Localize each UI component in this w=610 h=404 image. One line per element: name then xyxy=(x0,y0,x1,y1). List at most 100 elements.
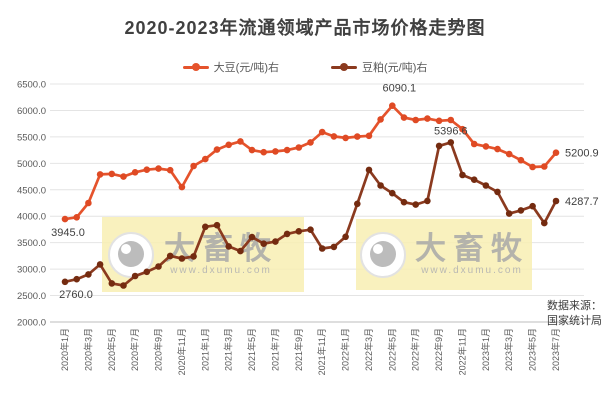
x-tick-label: 2020年7月 xyxy=(129,328,140,371)
data-point xyxy=(131,169,139,176)
x-tick-label: 2021年1月 xyxy=(199,328,210,371)
data-point xyxy=(272,238,279,245)
x-tick-label: 2020年11月 xyxy=(176,328,187,375)
data-point xyxy=(190,253,197,260)
x-tick-label: 2021年11月 xyxy=(316,328,327,375)
x-tick-label: 2023年1月 xyxy=(480,328,491,371)
data-source-line1: 数据来源： xyxy=(547,300,602,312)
data-point xyxy=(143,268,151,276)
data-point xyxy=(202,155,209,163)
data-point xyxy=(412,201,420,208)
chart-legend: 大豆(元/吨)右 豆粕(元/吨)右 xyxy=(0,59,610,75)
data-point xyxy=(505,210,513,217)
point-label: 2760.0 xyxy=(59,289,93,301)
point-label: 3945.0 xyxy=(51,227,85,239)
x-tick-label: 2021年3月 xyxy=(223,328,234,371)
data-point xyxy=(61,215,69,223)
data-point xyxy=(178,255,186,262)
data-point xyxy=(96,261,104,268)
data-point xyxy=(85,271,92,278)
data-point xyxy=(318,128,326,136)
data-point xyxy=(505,150,513,158)
data-point xyxy=(307,139,314,146)
x-tick-label: 2020年1月 xyxy=(59,328,70,371)
data-point xyxy=(354,133,361,140)
soymeal-line-marker-icon xyxy=(331,63,357,71)
data-point xyxy=(435,117,443,125)
data-point xyxy=(400,114,408,121)
data-point xyxy=(354,200,361,208)
data-point xyxy=(108,280,116,287)
data-point xyxy=(202,223,209,231)
data-source-line2: 国家统计局 xyxy=(547,314,602,327)
data-point xyxy=(295,228,303,235)
data-point xyxy=(330,133,338,140)
data-point xyxy=(552,197,560,205)
data-point xyxy=(342,233,349,241)
data-point xyxy=(470,140,478,148)
legend-item-soymeal[interactable]: 豆粕(元/吨)右 xyxy=(331,59,427,75)
x-tick-label: 2023年7月 xyxy=(550,328,561,371)
y-tick-label: 4500.0 xyxy=(17,185,46,196)
series-line xyxy=(63,141,558,287)
data-point xyxy=(213,146,221,153)
x-tick-label: 2022年3月 xyxy=(363,328,374,371)
data-point xyxy=(120,282,127,289)
data-point xyxy=(389,189,396,197)
series-line xyxy=(63,104,558,221)
data-point xyxy=(389,102,396,109)
data-point xyxy=(459,171,466,179)
x-tick-label: 2020年3月 xyxy=(82,328,93,371)
data-point xyxy=(494,188,501,196)
data-point xyxy=(529,163,536,171)
data-point xyxy=(248,146,256,154)
data-point xyxy=(237,247,244,255)
data-point xyxy=(120,173,127,180)
data-point xyxy=(447,139,455,146)
point-label: 4287.7 xyxy=(565,196,599,208)
y-tick-label: 6000.0 xyxy=(17,106,46,117)
data-point xyxy=(73,214,80,221)
data-point xyxy=(447,116,455,124)
data-point xyxy=(342,134,349,142)
data-point xyxy=(377,116,384,123)
watermark-url: www.dxumu.com xyxy=(421,265,523,276)
point-label: 5396.6 xyxy=(434,125,468,137)
data-point xyxy=(237,138,244,145)
data-point xyxy=(225,141,232,149)
data-point xyxy=(330,243,338,251)
soybean-line-marker-icon xyxy=(182,63,209,71)
data-point xyxy=(412,116,420,124)
y-tick-label: 5000.0 xyxy=(17,159,46,170)
data-point xyxy=(166,252,174,260)
data-point xyxy=(318,245,326,252)
data-point xyxy=(517,156,525,164)
data-point xyxy=(295,144,303,151)
data-point xyxy=(190,162,197,170)
series-1 xyxy=(61,139,560,289)
x-tick-label: 2022年1月 xyxy=(340,328,351,371)
data-point xyxy=(541,219,548,227)
data-point xyxy=(307,226,314,233)
x-tick-label: 2020年9月 xyxy=(153,328,164,371)
data-point xyxy=(541,163,548,170)
data-point xyxy=(435,142,443,150)
legend-item-soybean[interactable]: 大豆(元/吨)右 xyxy=(182,59,279,75)
data-point xyxy=(424,197,431,205)
chart-title: 2020-2023年流通领域产品市场价格走势图 xyxy=(124,18,486,38)
x-tick-label: 2023年5月 xyxy=(527,328,538,371)
data-point xyxy=(272,148,279,155)
data-point xyxy=(85,199,92,207)
series-0 xyxy=(61,102,560,223)
x-tick-label: 2020年5月 xyxy=(106,328,117,371)
data-point xyxy=(73,275,80,283)
data-point xyxy=(424,115,431,122)
x-tick-label: 2021年9月 xyxy=(293,328,304,371)
data-source-note: 数据来源： 国家统计局 xyxy=(547,299,602,328)
data-point xyxy=(178,183,186,191)
data-point xyxy=(552,149,560,156)
watermark: 大畜牧 www.dxumu.com xyxy=(356,219,532,290)
data-point xyxy=(143,166,151,173)
data-point xyxy=(108,170,116,178)
data-point xyxy=(459,125,466,133)
